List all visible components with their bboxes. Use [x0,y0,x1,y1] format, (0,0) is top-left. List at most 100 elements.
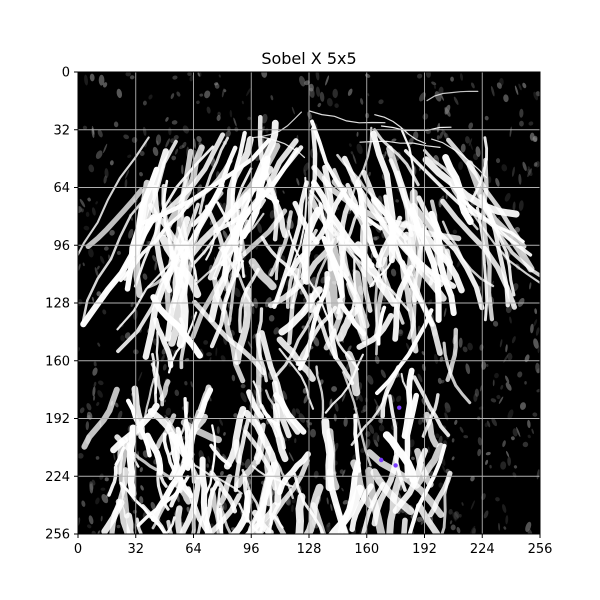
texture-speck [142,126,147,136]
texture-speck [368,424,375,434]
texture-speck [84,74,88,86]
texture-speck [334,401,339,412]
edge-stroke [478,194,510,308]
edge-stroke [338,198,353,277]
texture-speck [139,172,143,177]
edge-stroke [115,498,131,534]
texture-speck [229,110,233,118]
edge-stroke [251,465,294,488]
texture-speck [85,211,90,218]
edge-stroke [116,441,125,475]
texture-speck [220,355,226,362]
texture-speck [514,85,519,96]
texture-speck [477,448,482,457]
texture-speck [407,137,414,146]
texture-speck [485,451,491,456]
texture-speck [358,393,363,402]
texture-speck [343,417,348,427]
edge-stroke [176,240,189,349]
edge-stroke [401,367,415,439]
texture-speck [88,515,94,525]
texture-speck [125,169,130,179]
texture-speck [182,141,187,148]
texture-speck [495,497,500,502]
texture-speck [142,273,148,280]
texture-speck [308,422,313,426]
texture-speck [442,465,446,474]
texture-speck [325,75,330,86]
texture-speck [356,143,363,155]
texture-speck [433,84,437,89]
texture-speck [503,526,507,530]
texture-speck [139,496,144,504]
texture-speck [536,469,540,480]
texture-speck [434,353,439,365]
texture-speck [206,106,211,114]
texture-speck [92,367,98,376]
texture-speck [533,162,538,167]
edge-stroke [132,148,169,256]
texture-speck [174,389,180,397]
color-speck [397,405,402,410]
texture-speck [372,432,379,443]
texture-speck [114,402,119,408]
texture-speck [97,129,103,138]
x-tick-label: 224 [470,542,495,557]
edge-stroke [236,209,246,278]
edge-stroke [414,447,434,488]
texture-speck [93,381,97,387]
edge-stroke [318,202,357,296]
texture-speck [368,171,371,177]
edge-stroke [293,472,325,534]
texture-speck [370,252,373,259]
edge-stroke [81,195,148,326]
edge-stroke [256,307,268,383]
texture-speck [233,287,241,298]
texture-speck [492,320,499,327]
edge-stroke [290,228,318,309]
texture-speck [124,332,131,339]
texture-speck [342,499,349,505]
texture-speck [218,74,221,78]
texture-speck [499,339,503,348]
texture-speck [409,439,415,448]
edge-stroke [150,294,203,359]
edge-stroke [81,386,120,450]
texture-speck [86,403,92,411]
edge-stroke [209,443,232,468]
edge-stroke [250,111,302,139]
texture-speck [527,419,531,429]
texture-speck [534,308,538,315]
edge-stroke [253,422,266,461]
texture-speck [470,500,475,510]
texture-speck [391,138,397,142]
edge-stroke [295,305,338,366]
texture-speck [505,515,509,525]
texture-speck [82,125,88,130]
edge-stroke [412,375,451,437]
edge-stroke [246,389,265,420]
texture-speck [222,230,229,241]
edge-stroke [274,459,294,499]
texture-speck [101,494,109,504]
x-tick-label: 96 [243,542,260,557]
texture-speck [113,453,116,461]
texture-speck [518,200,524,211]
texture-speck [519,402,527,410]
texture-speck [507,456,511,466]
texture-speck [282,190,285,194]
texture-speck [294,438,297,444]
texture-speck [307,111,312,120]
x-tick-label: 32 [127,542,144,557]
texture-speck [465,363,471,375]
texture-speck [350,151,354,155]
edge-stroke [192,463,243,495]
edge-stroke [274,300,321,378]
texture-speck [436,135,440,140]
texture-speck [79,407,85,414]
edge-stroke [218,502,233,534]
texture-speck [273,327,280,335]
edge-stroke [388,394,407,492]
edge-stroke [85,187,144,250]
texture-speck [215,347,218,357]
